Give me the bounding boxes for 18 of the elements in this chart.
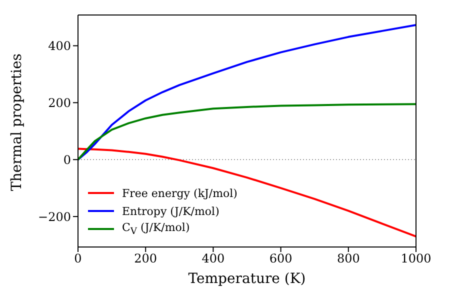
x-tick-label: 800: [336, 252, 360, 266]
line-series: [78, 148, 416, 238]
x-tick-label: 1000: [400, 252, 432, 266]
y-tick-label: 400: [48, 39, 71, 54]
x-tick-label: 200: [134, 252, 158, 266]
y-axis-title: Thermal properties: [8, 54, 25, 191]
y-tick-label: 0: [63, 152, 71, 167]
y-tick-label: 200: [48, 96, 71, 110]
x-tick-label: 400: [202, 252, 225, 266]
line-series: [78, 24, 416, 161]
x-axis-title: Temperature (K): [188, 271, 306, 287]
x-tick-label: 0: [74, 252, 82, 266]
line-series: [78, 103, 416, 161]
legend-label: Entropy (J/K/mol): [122, 204, 220, 218]
y-tick-label: −200: [38, 210, 71, 224]
legend-label: C$_{V}$ (J/K/mol): [122, 220, 190, 238]
legend-label: Free energy (kJ/mol): [122, 186, 238, 200]
x-tick-label: 600: [269, 252, 292, 266]
